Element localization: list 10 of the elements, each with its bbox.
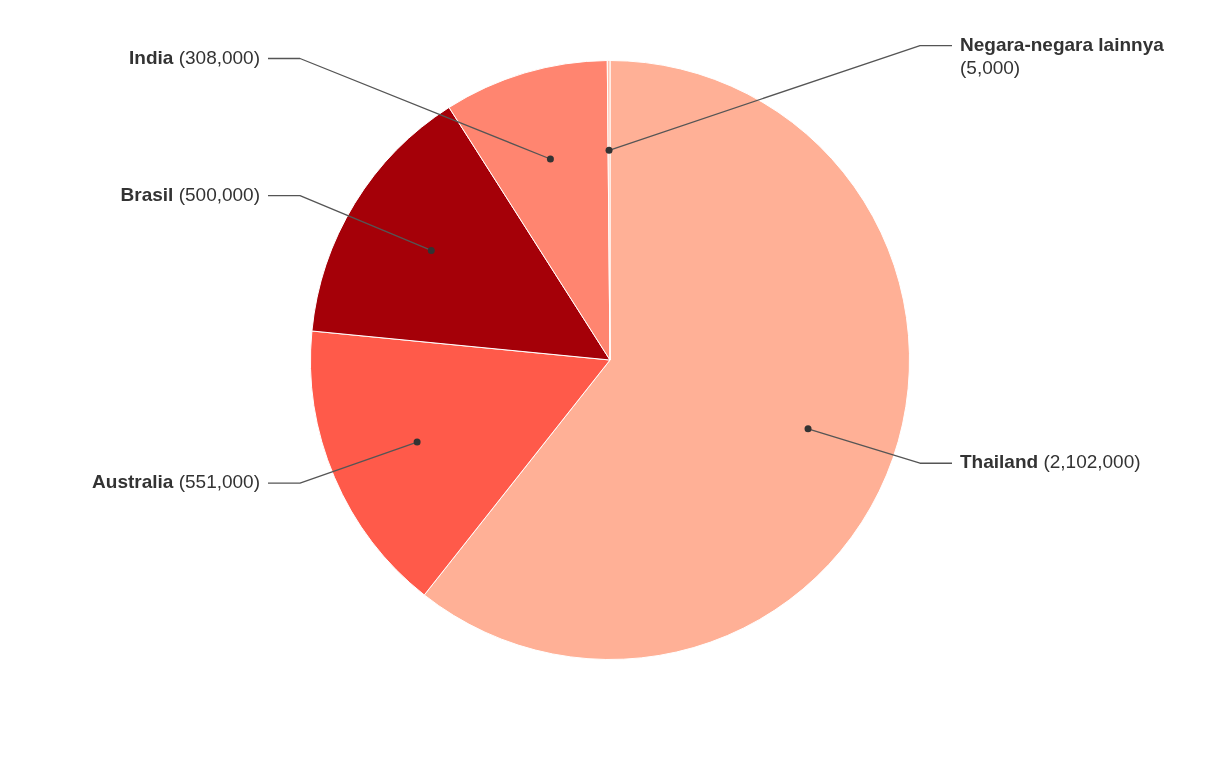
- data-label: (2,102,000): [1043, 451, 1141, 473]
- data-label: (308,000): [178, 46, 261, 68]
- slice-label: Australia: [92, 471, 174, 493]
- data-label: (500,000): [178, 183, 261, 205]
- slice-label: Negara-negara lainnya: [960, 33, 1165, 55]
- data-label: (5,000): [960, 56, 1021, 78]
- data-label: (551,000): [178, 471, 261, 493]
- slice-label: Brasil: [120, 183, 174, 205]
- slice-label: Thailand: [960, 451, 1039, 473]
- slice-label: India: [129, 46, 174, 68]
